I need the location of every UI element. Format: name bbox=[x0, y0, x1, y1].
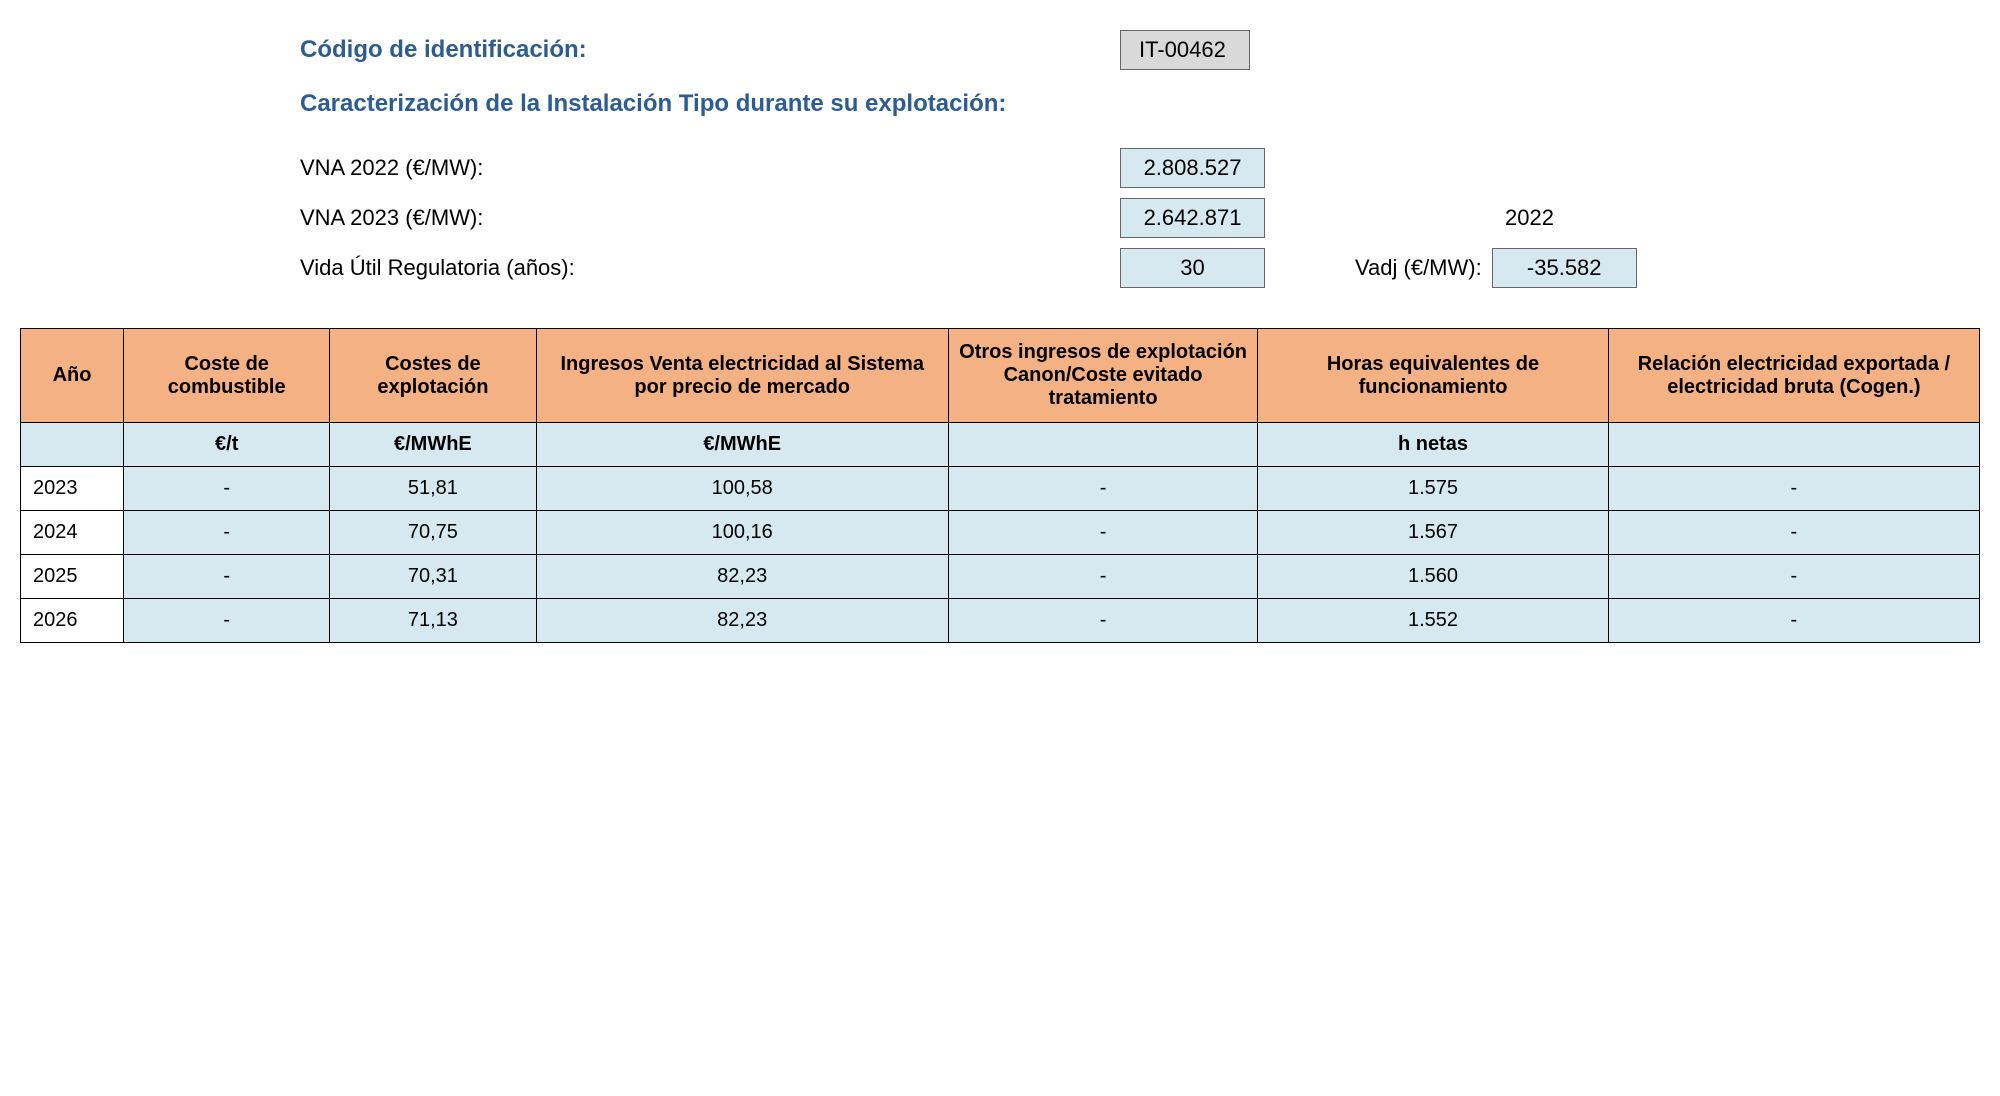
cell-hours: 1.567 bbox=[1258, 511, 1609, 555]
cell-other-income: - bbox=[948, 599, 1257, 643]
unit-year bbox=[21, 423, 124, 467]
cell-exploit-cost: 71,13 bbox=[330, 599, 536, 643]
vadj-label: Vadj (€/MW): bbox=[1355, 255, 1482, 281]
header-section: Código de identificación: IT-00462 Carac… bbox=[300, 30, 1980, 288]
cell-ratio: - bbox=[1608, 511, 1979, 555]
cell-income: 100,16 bbox=[536, 511, 948, 555]
vida-util-row: Vida Útil Regulatoria (años): 30 Vadj (€… bbox=[300, 248, 1980, 288]
cell-income: 82,23 bbox=[536, 555, 948, 599]
cell-hours: 1.560 bbox=[1258, 555, 1609, 599]
table-row: 2026-71,1382,23-1.552- bbox=[21, 599, 1980, 643]
table-row: 2025-70,3182,23-1.560- bbox=[21, 555, 1980, 599]
year-ref: 2022 bbox=[1505, 205, 1554, 231]
vna-2022-label: VNA 2022 (€/MW): bbox=[300, 155, 1120, 181]
vida-util-label: Vida Útil Regulatoria (años): bbox=[300, 255, 1120, 281]
cell-fuel-cost: - bbox=[124, 599, 330, 643]
cell-year: 2023 bbox=[21, 467, 124, 511]
cell-income: 82,23 bbox=[536, 599, 948, 643]
header-exploit-cost: Costes de explotación bbox=[330, 329, 536, 423]
cell-other-income: - bbox=[948, 555, 1257, 599]
cell-year: 2025 bbox=[21, 555, 124, 599]
cell-income: 100,58 bbox=[536, 467, 948, 511]
cell-other-income: - bbox=[948, 467, 1257, 511]
section-title: Caracterización de la Instalación Tipo d… bbox=[300, 90, 1980, 118]
vna-2023-label: VNA 2023 (€/MW): bbox=[300, 205, 1120, 231]
cell-fuel-cost: - bbox=[124, 467, 330, 511]
cell-ratio: - bbox=[1608, 599, 1979, 643]
cell-ratio: - bbox=[1608, 467, 1979, 511]
header-income: Ingresos Venta electricidad al Sistema p… bbox=[536, 329, 948, 423]
unit-exploit-cost: €/MWhE bbox=[330, 423, 536, 467]
vna-2022-value: 2.808.527 bbox=[1120, 148, 1265, 188]
header-ratio: Relación electricidad exportada / electr… bbox=[1608, 329, 1979, 423]
vna-2023-value: 2.642.871 bbox=[1120, 198, 1265, 238]
vna-2022-row: VNA 2022 (€/MW): 2.808.527 bbox=[300, 148, 1980, 188]
cell-fuel-cost: - bbox=[124, 555, 330, 599]
table-header: Año Coste de combustible Costes de explo… bbox=[21, 329, 1980, 423]
cell-hours: 1.575 bbox=[1258, 467, 1609, 511]
header-year: Año bbox=[21, 329, 124, 423]
cell-hours: 1.552 bbox=[1258, 599, 1609, 643]
code-row: Código de identificación: IT-00462 bbox=[300, 30, 1980, 70]
unit-ratio bbox=[1608, 423, 1979, 467]
header-other-income: Otros ingresos de explotación Canon/Cost… bbox=[948, 329, 1257, 423]
table-row: 2024-70,75100,16-1.567- bbox=[21, 511, 1980, 555]
cell-year: 2024 bbox=[21, 511, 124, 555]
vna-2023-row: VNA 2023 (€/MW): 2.642.871 2022 bbox=[300, 198, 1980, 238]
unit-income: €/MWhE bbox=[536, 423, 948, 467]
cell-other-income: - bbox=[948, 511, 1257, 555]
vadj-value: -35.582 bbox=[1492, 248, 1637, 288]
cell-year: 2026 bbox=[21, 599, 124, 643]
unit-fuel-cost: €/t bbox=[124, 423, 330, 467]
cell-exploit-cost: 70,31 bbox=[330, 555, 536, 599]
cell-fuel-cost: - bbox=[124, 511, 330, 555]
cell-ratio: - bbox=[1608, 555, 1979, 599]
main-table: Año Coste de combustible Costes de explo… bbox=[20, 328, 1980, 643]
unit-row: €/t €/MWhE €/MWhE h netas bbox=[21, 423, 1980, 467]
table-row: 2023-51,81100,58-1.575- bbox=[21, 467, 1980, 511]
vida-util-value: 30 bbox=[1120, 248, 1265, 288]
unit-other-income bbox=[948, 423, 1257, 467]
unit-hours: h netas bbox=[1258, 423, 1609, 467]
code-value: IT-00462 bbox=[1120, 30, 1250, 70]
code-label: Código de identificación: bbox=[300, 36, 1120, 64]
table-body: €/t €/MWhE €/MWhE h netas 2023-51,81100,… bbox=[21, 423, 1980, 643]
header-hours: Horas equivalentes de funcionamiento bbox=[1258, 329, 1609, 423]
cell-exploit-cost: 51,81 bbox=[330, 467, 536, 511]
cell-exploit-cost: 70,75 bbox=[330, 511, 536, 555]
header-fuel-cost: Coste de combustible bbox=[124, 329, 330, 423]
